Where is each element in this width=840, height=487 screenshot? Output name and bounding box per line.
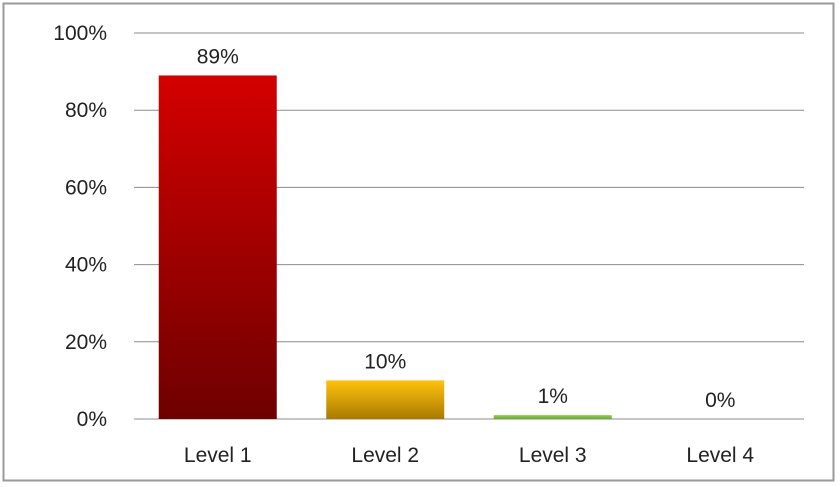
x-axis: Level 1 Level 2 Level 3 Level 4 [184, 444, 755, 467]
data-label: 0% [705, 389, 735, 412]
bar [493, 415, 612, 419]
x-tick-label: Level 4 [686, 444, 754, 467]
x-tick-label: Level 2 [351, 444, 419, 467]
data-label: 1% [538, 385, 568, 408]
y-tick-label: 0% [77, 408, 107, 431]
bar [158, 75, 277, 420]
y-tick-label: 40% [65, 254, 107, 277]
data-label: 10% [364, 350, 406, 373]
bar [326, 380, 445, 419]
x-tick-label: Level 3 [519, 444, 587, 467]
data-labels: 89% 10% 1% 0% [197, 45, 736, 412]
y-axis: 0% 20% 40% 60% 80% 100% [53, 22, 107, 431]
data-label: 89% [197, 45, 239, 68]
y-tick-label: 60% [65, 176, 107, 199]
bars [158, 75, 612, 420]
y-tick-label: 20% [65, 331, 107, 354]
y-tick-label: 80% [65, 99, 107, 122]
y-tick-label: 100% [53, 22, 107, 45]
x-tick-label: Level 1 [184, 444, 252, 467]
